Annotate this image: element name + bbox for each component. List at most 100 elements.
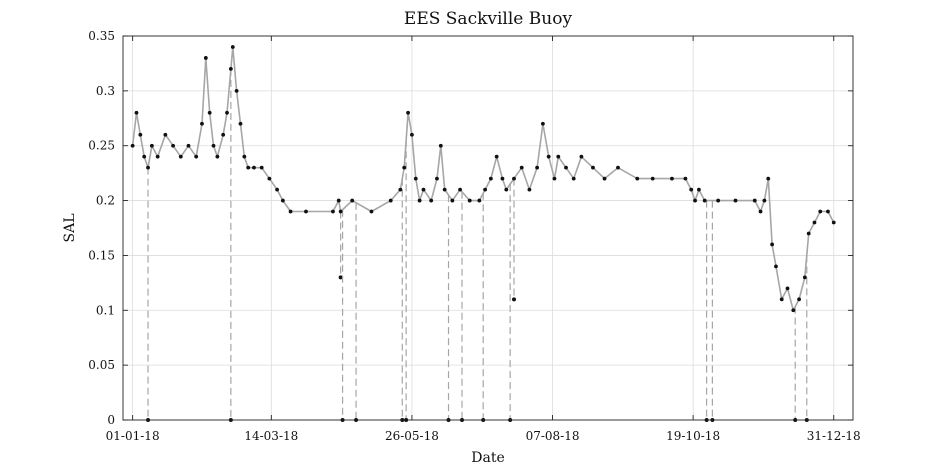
data-point xyxy=(238,121,243,126)
y-tick-label: 0.3 xyxy=(96,84,115,98)
y-tick-label: 0.2 xyxy=(96,194,115,208)
data-point xyxy=(242,154,247,159)
data-point xyxy=(234,88,239,93)
plot-frame xyxy=(122,35,854,421)
data-point xyxy=(388,198,393,203)
data-point xyxy=(483,187,488,192)
data-point xyxy=(221,132,226,137)
y-tick-label: 0.1 xyxy=(96,303,115,317)
data-point xyxy=(304,209,308,214)
data-point xyxy=(142,154,147,159)
data-point xyxy=(579,154,584,159)
data-point xyxy=(369,209,374,214)
data-point xyxy=(564,165,568,170)
data-point xyxy=(267,176,272,181)
data-point xyxy=(413,176,418,181)
data-point xyxy=(134,110,139,115)
y-tick-label: 0.35 xyxy=(88,29,115,43)
data-point xyxy=(602,176,607,181)
data-point xyxy=(146,165,150,170)
series xyxy=(130,45,836,313)
data-point xyxy=(683,176,688,181)
data-point xyxy=(477,198,482,203)
data-point xyxy=(494,154,499,159)
data-point xyxy=(797,297,801,302)
x-tick-label: 07-08-18 xyxy=(526,429,580,443)
grid xyxy=(123,35,853,421)
dropout-marker xyxy=(512,297,517,302)
data-point xyxy=(252,165,256,170)
data-point xyxy=(280,198,285,203)
data-point xyxy=(421,187,426,192)
data-point xyxy=(288,209,293,214)
x-tick-label: 26-05-18 xyxy=(385,429,439,443)
data-point xyxy=(802,275,807,280)
data-point xyxy=(635,176,640,181)
data-point xyxy=(228,67,233,71)
data-point xyxy=(540,121,545,126)
data-point xyxy=(207,110,212,115)
y-tick-label: 0.05 xyxy=(88,358,115,372)
data-point xyxy=(571,176,576,181)
x-tick-label: 19-10-18 xyxy=(666,429,720,443)
data-point xyxy=(200,121,204,126)
data-point xyxy=(500,176,505,181)
data-point xyxy=(512,176,516,181)
data-point xyxy=(275,187,279,192)
data-point xyxy=(762,198,767,203)
data-point xyxy=(488,176,493,181)
data-point xyxy=(417,198,422,203)
ticks: 0 0.05 0.1 0.15 0.2 0.25 0.3 0.35 01-01-18 14-03-… xyxy=(88,29,860,443)
data-point xyxy=(689,187,694,192)
data-point xyxy=(438,143,443,148)
data-point xyxy=(406,110,410,115)
data-point xyxy=(186,143,191,148)
x-tick-label: 14-03-18 xyxy=(244,429,298,443)
data-point xyxy=(546,154,551,159)
data-point xyxy=(402,165,407,170)
data-point xyxy=(519,165,524,170)
data-point xyxy=(155,154,160,159)
data-point xyxy=(552,176,557,181)
data-point xyxy=(350,198,355,203)
data-point xyxy=(752,198,757,203)
data-point xyxy=(149,143,154,148)
data-point xyxy=(215,154,220,159)
data-point xyxy=(259,165,264,170)
data-point xyxy=(758,209,763,214)
dropout-lines xyxy=(146,68,809,422)
data-point xyxy=(716,198,721,203)
data-point xyxy=(697,187,701,192)
data-point xyxy=(246,165,251,170)
data-point xyxy=(435,176,439,181)
data-point xyxy=(670,176,674,181)
data-point xyxy=(616,165,620,170)
data-point xyxy=(826,209,830,214)
data-point xyxy=(535,165,540,170)
data-point xyxy=(779,297,784,302)
data-point xyxy=(338,209,343,214)
y-tick-label: 0.25 xyxy=(88,139,115,153)
data-point xyxy=(331,209,335,214)
data-point xyxy=(138,132,143,137)
x-tick-label: 01-01-18 xyxy=(106,429,160,443)
data-point xyxy=(527,187,532,192)
data-point xyxy=(774,264,778,269)
data-point xyxy=(818,209,823,214)
data-point xyxy=(791,308,796,313)
data-point xyxy=(211,143,216,148)
data-point xyxy=(766,176,771,181)
data-point xyxy=(178,154,183,159)
y-tick-label: 0.15 xyxy=(88,248,115,262)
data-point xyxy=(336,198,341,203)
data-point xyxy=(442,187,447,192)
data-point xyxy=(650,176,655,181)
data-point xyxy=(504,187,509,192)
data-point xyxy=(130,143,135,148)
y-tick-label: 0 xyxy=(107,413,115,427)
data-point xyxy=(591,165,595,170)
data-point xyxy=(785,286,790,291)
data-point xyxy=(410,132,414,137)
data-point xyxy=(398,187,403,192)
